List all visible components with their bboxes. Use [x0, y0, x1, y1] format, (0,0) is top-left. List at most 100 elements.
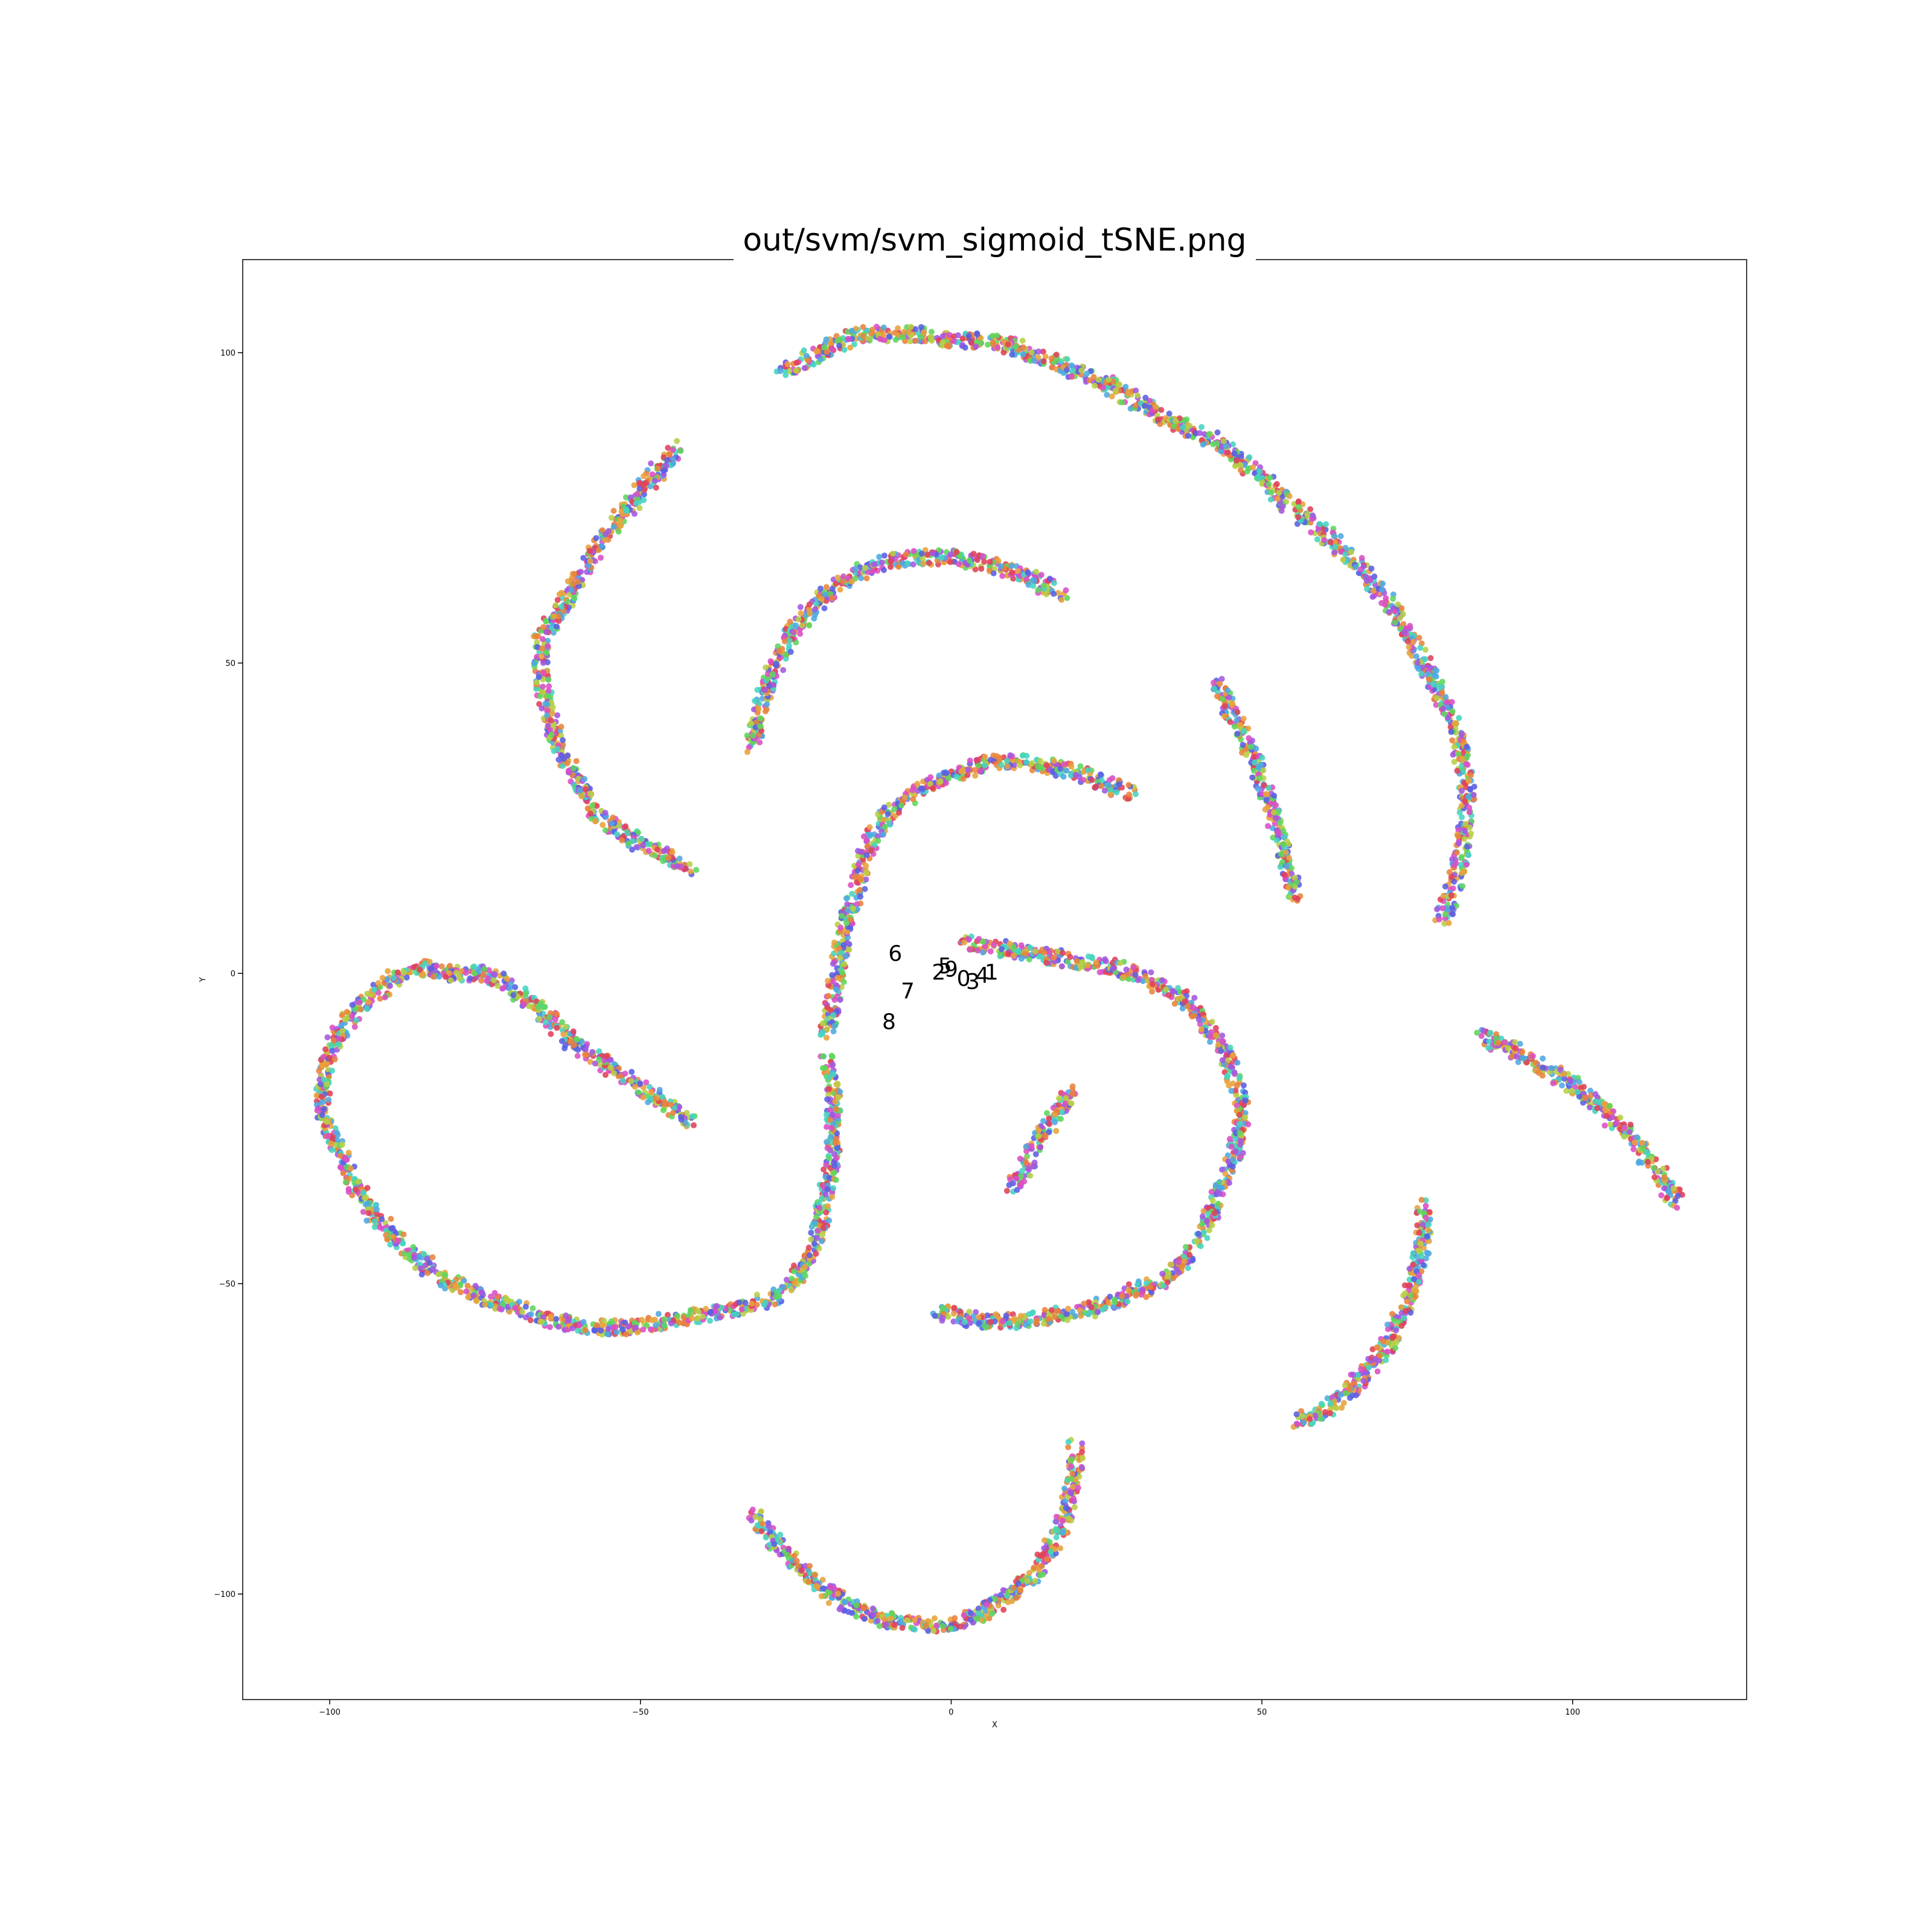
scatter-point [593, 535, 600, 542]
scatter-point [767, 658, 774, 665]
scatter-point [543, 629, 549, 635]
scatter-point [554, 623, 560, 630]
scatter-point [467, 975, 473, 982]
scatter-point [1279, 504, 1286, 510]
scatter-point [1007, 752, 1014, 758]
scatter-point [825, 1203, 831, 1209]
scatter-point [1132, 971, 1139, 978]
scatter-point [862, 886, 868, 892]
scatter-point [828, 1134, 834, 1140]
scatter-point [325, 1133, 331, 1139]
scatter-point [578, 1038, 585, 1044]
scatter-point [1198, 424, 1205, 430]
scatter-point [1230, 1052, 1236, 1058]
scatter-point [314, 1107, 321, 1114]
scatter-point [1197, 430, 1203, 437]
scatter-point [645, 1099, 651, 1105]
scatter-point [1132, 791, 1139, 798]
scatter-point [519, 1309, 526, 1316]
scatter-point [546, 1324, 553, 1331]
scatter-point [1331, 533, 1337, 539]
scatter-point [319, 1062, 325, 1069]
scatter-point [793, 368, 799, 374]
scatter-point [1234, 731, 1241, 737]
scatter-point [636, 479, 643, 486]
scatter-point [387, 1241, 394, 1248]
scatter-point [837, 1089, 843, 1095]
scatter-point [622, 1070, 629, 1077]
scatter-point [640, 1094, 647, 1101]
scatter-point [1140, 977, 1146, 984]
scatter-point [717, 1314, 723, 1321]
scatter-point [570, 765, 577, 772]
scatter-point [1398, 605, 1405, 612]
scatter-point [755, 705, 762, 712]
scatter-point [1054, 948, 1061, 955]
scatter-point [611, 1070, 617, 1076]
scatter-point [1332, 544, 1339, 551]
scatter-point [1286, 493, 1293, 499]
scatter-point [479, 1290, 485, 1296]
scatter-point [453, 970, 460, 976]
scatter-point [1155, 416, 1162, 423]
scatter-point [1272, 814, 1279, 821]
scatter-point [649, 471, 656, 478]
scatter-point [810, 361, 817, 368]
scatter-point [593, 1322, 600, 1328]
scatter-point [840, 979, 847, 985]
scatter-point [1224, 687, 1231, 694]
scatter-point [1078, 367, 1085, 374]
scatter-point [1450, 911, 1456, 918]
scatter-point [750, 732, 756, 739]
scatter-point [1023, 759, 1030, 766]
scatter-point [879, 559, 885, 566]
scatter-point [1058, 597, 1065, 603]
scatter-point [1038, 572, 1044, 578]
scatter-point [536, 1016, 543, 1022]
scatter-point [491, 977, 497, 984]
chart-title: out/svm/svm_sigmoid_tSNE.png [743, 222, 1246, 258]
scatter-point [602, 531, 609, 537]
scatter-point [1379, 586, 1386, 593]
scatter-point [910, 796, 916, 802]
scatter-point [852, 874, 858, 880]
scatter-point [560, 763, 566, 769]
scatter-point [1157, 421, 1163, 427]
scatter-point [881, 817, 888, 823]
scatter-point [797, 630, 804, 637]
scatter-point [866, 824, 873, 831]
scatter-point [875, 837, 881, 844]
scatter-point [364, 1006, 371, 1012]
scatter-point [1270, 809, 1277, 816]
scatter-point [1232, 463, 1238, 469]
scatter-point [1098, 783, 1105, 789]
scatter-point [610, 1324, 617, 1331]
scatter-point [1198, 1026, 1204, 1032]
scatter-point [1262, 806, 1268, 813]
scatter-point [422, 1262, 429, 1268]
scatter-point [1224, 449, 1231, 456]
scatter-point [837, 924, 844, 931]
scatter-point [558, 603, 565, 610]
scatter-point [454, 1284, 461, 1291]
scatter-point [1352, 564, 1359, 571]
scatter-point [970, 551, 977, 557]
scatter-point [631, 511, 638, 517]
scatter-point [1018, 956, 1025, 962]
scatter-point [634, 495, 641, 502]
scatter-point [1417, 645, 1424, 651]
scatter-point [757, 723, 764, 729]
scatter-point [1442, 911, 1448, 918]
scatter-point [371, 1224, 378, 1230]
scatter-point [1077, 763, 1084, 770]
scatter-point [769, 671, 776, 677]
scatter-point [864, 837, 870, 844]
scatter-point [1051, 580, 1057, 586]
scatter-point [1165, 992, 1172, 999]
scatter-point [1218, 676, 1225, 682]
scatter-point [463, 1288, 470, 1294]
scatter-point [539, 645, 546, 652]
scatter-point [793, 359, 800, 366]
scatter-point [1463, 862, 1470, 868]
